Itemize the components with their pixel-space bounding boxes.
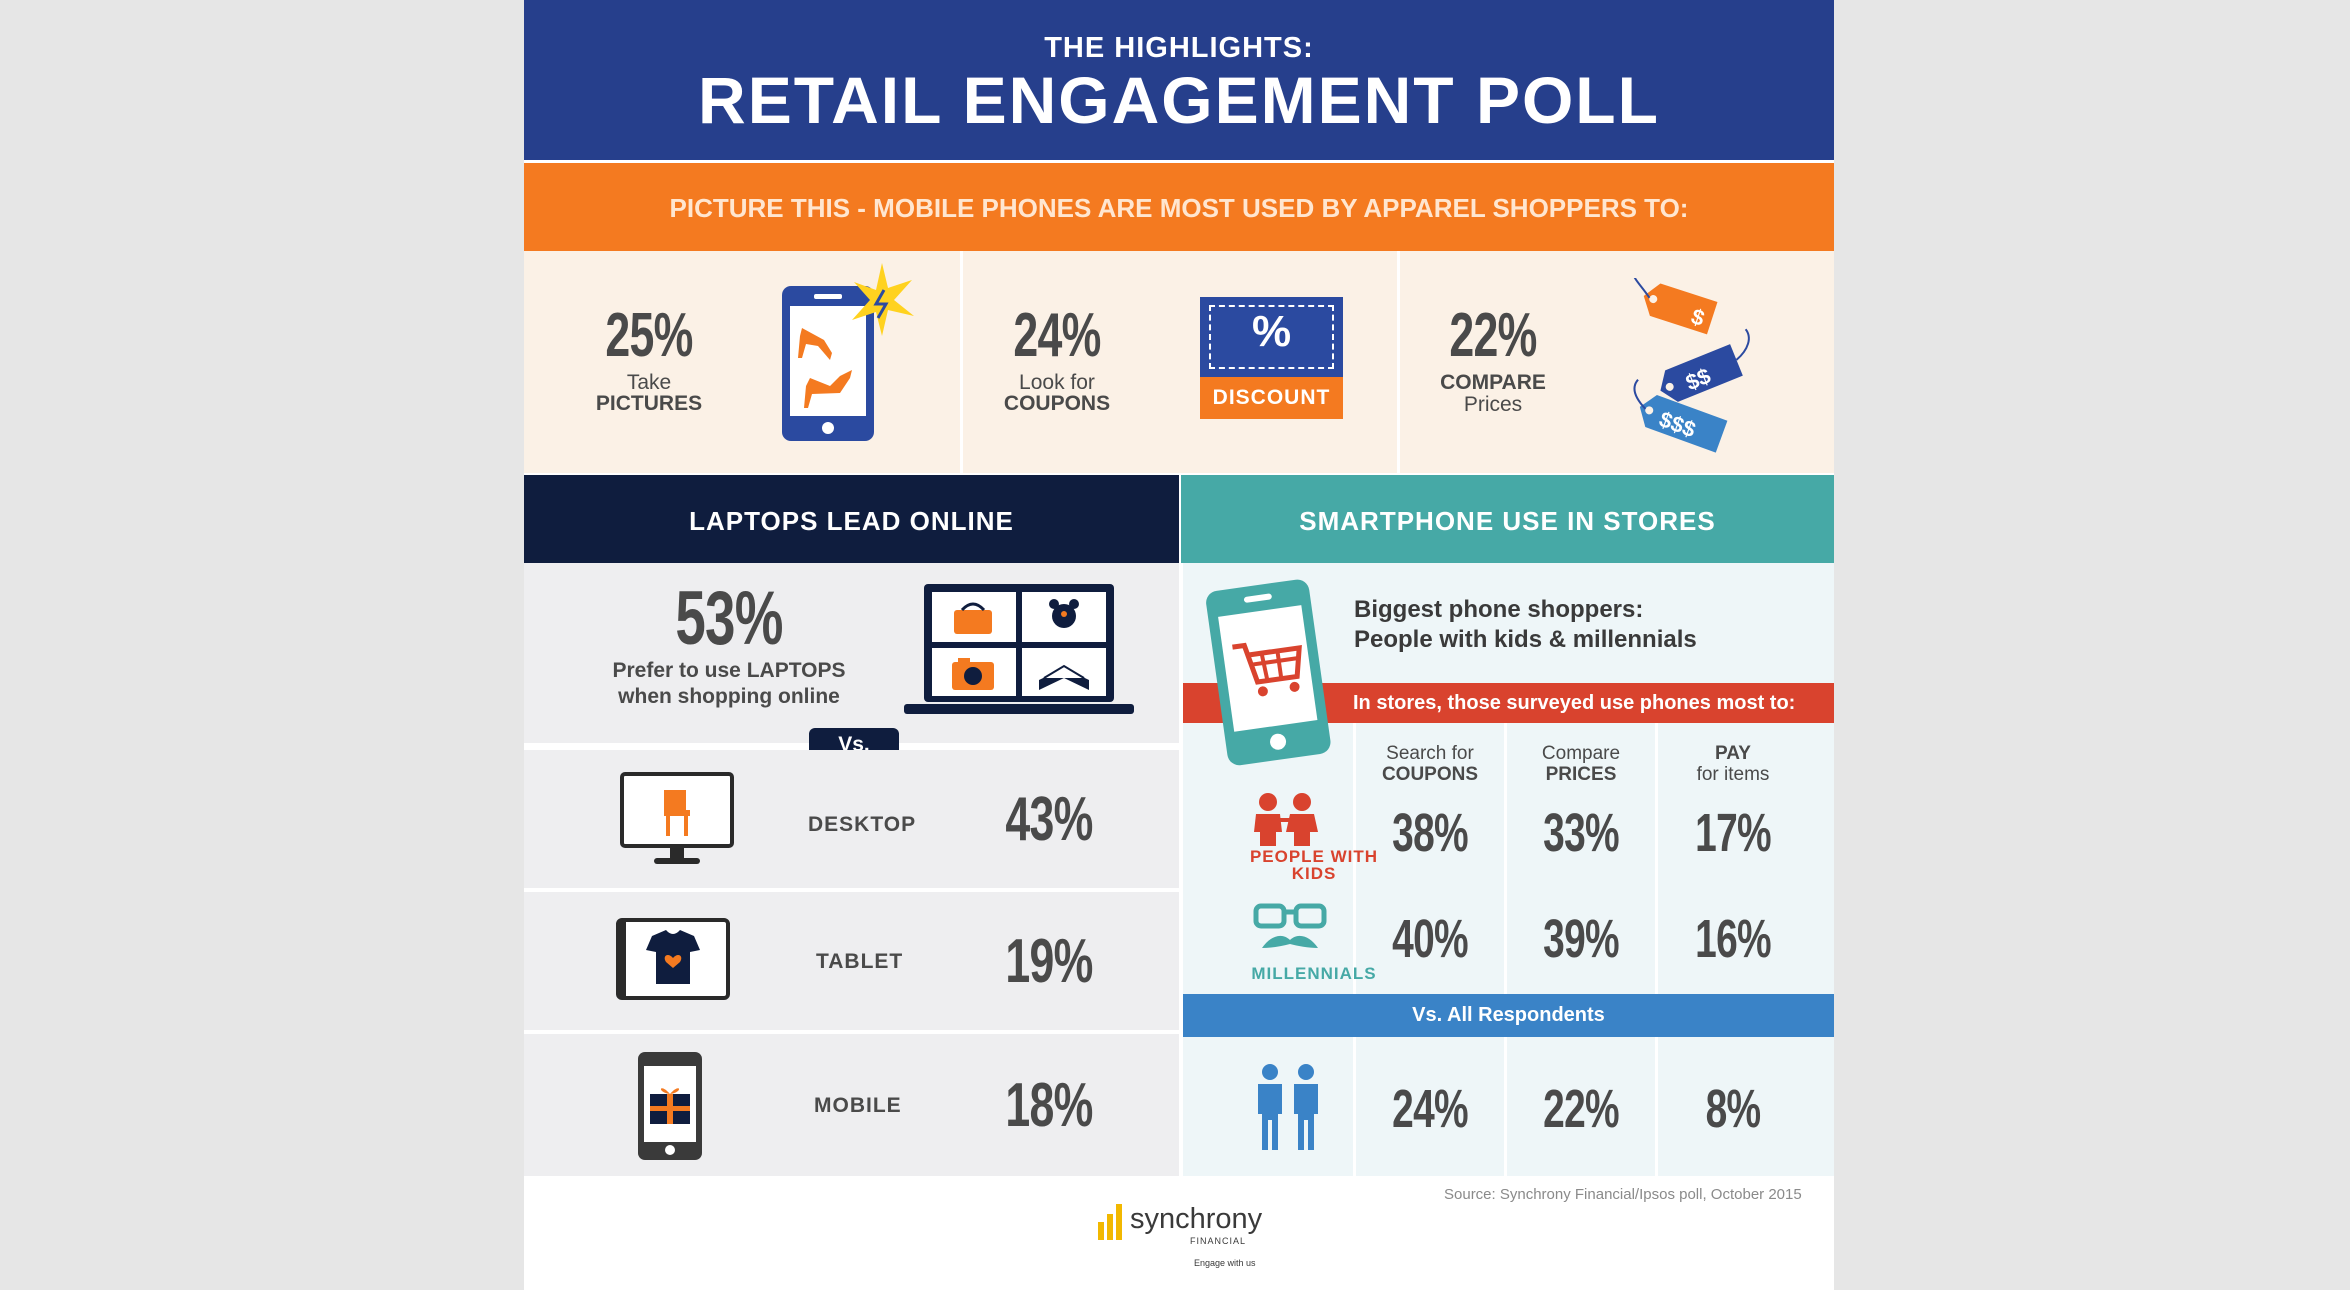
- kids-coupons: 38%: [1392, 803, 1468, 863]
- stat-pictures-line2: PICTURES: [595, 392, 703, 415]
- brand-name: synchrony: [1130, 1203, 1263, 1235]
- header-subtitle: THE HIGHLIGHTS:: [1044, 32, 1314, 64]
- laptops-line1: Prefer to use LAPTOPS: [612, 659, 846, 682]
- tablet-icon: [616, 918, 730, 1000]
- all-coupons: 24%: [1392, 1079, 1468, 1139]
- shopping-cart-phone-icon: [1206, 579, 1331, 766]
- all-pay: 8%: [1705, 1079, 1761, 1139]
- divider: [1504, 1037, 1507, 1176]
- mobile-banner: [524, 163, 1834, 251]
- col-pay-line1: PAY: [1715, 743, 1751, 764]
- mobile-phone-icon: [638, 1052, 702, 1160]
- divider: [1353, 1037, 1356, 1176]
- stat-coupons-line2: COUPONS: [1003, 392, 1111, 415]
- mobile-stats-row: [524, 251, 1834, 473]
- stat-pictures-line1: Take: [626, 371, 672, 394]
- col-coupons-line1: Search for: [1386, 743, 1474, 764]
- desktop-label: DESKTOP: [808, 813, 917, 836]
- laptops-percent: 53%: [675, 576, 783, 661]
- device-row-mobile: [524, 1034, 1179, 1176]
- tablet-percent: 19%: [1005, 927, 1093, 996]
- mobile-label: MOBILE: [814, 1094, 902, 1117]
- col-prices-line1: Compare: [1541, 743, 1621, 764]
- divider: [1504, 723, 1507, 994]
- all-respondents-text: Vs. All Respondents: [1412, 1004, 1605, 1026]
- usage-band-text: In stores, those surveyed use phones mos…: [1353, 692, 1796, 714]
- discount-coupon-icon: % DISCOUNT: [1200, 297, 1343, 419]
- all-prices: 22%: [1543, 1079, 1619, 1139]
- intro-line1: Biggest phone shoppers:: [1354, 596, 1644, 623]
- brand-sub: FINANCIAL: [1190, 1236, 1247, 1246]
- synchrony-logo-icon: [1098, 1204, 1122, 1240]
- laptops-title: LAPTOPS LEAD ONLINE: [689, 506, 1014, 536]
- all-respondents-row: [1183, 1037, 1834, 1176]
- desktop-percent: 43%: [1005, 785, 1093, 854]
- kids-pay: 17%: [1695, 803, 1771, 863]
- smartphone-title: SMARTPHONE USE IN STORES: [1299, 506, 1716, 536]
- divider: [1397, 251, 1400, 473]
- divider: [960, 251, 963, 473]
- tagline: Engage with us: [1194, 1258, 1256, 1268]
- millennials-coupons: 40%: [1392, 909, 1468, 969]
- mobile-banner-text: PICTURE THIS - MOBILE PHONES ARE MOST US…: [669, 193, 1689, 223]
- col-prices-line2: PRICES: [1545, 764, 1617, 785]
- smartphone-header: [1181, 475, 1834, 563]
- laptops-line2: when shopping online: [618, 685, 840, 708]
- divider: [1655, 723, 1658, 994]
- col-pay-line2: for items: [1696, 764, 1770, 785]
- mobile-percent: 18%: [1005, 1071, 1093, 1140]
- kids-label-line2: KIDS: [1291, 864, 1337, 883]
- coupon-text: DISCOUNT: [1212, 386, 1331, 409]
- people-icon: [1258, 1064, 1318, 1150]
- kids-icon: [1254, 793, 1318, 846]
- col-coupons-line2: COUPONS: [1381, 764, 1479, 785]
- all-respondents-band: [1183, 994, 1834, 1037]
- header-banner: [524, 0, 1834, 160]
- laptops-header: [524, 475, 1179, 563]
- divider: [1353, 723, 1356, 994]
- glasses-mustache-icon: [1253, 903, 1327, 948]
- divider: [1655, 1037, 1658, 1176]
- kids-label-line1: PEOPLE WITH: [1249, 847, 1379, 866]
- tablet-label: TABLET: [816, 950, 904, 973]
- millennials-label: MILLENNIALS: [1251, 964, 1377, 983]
- stat-coupons-line1: Look for: [1019, 371, 1095, 394]
- intro-line2: People with kids & millennials: [1354, 626, 1697, 653]
- stat-pictures-percent: 25%: [605, 301, 693, 370]
- stat-coupons-percent: 24%: [1013, 301, 1101, 370]
- desktop-monitor-icon: [620, 772, 734, 864]
- stat-prices-percent: 22%: [1449, 301, 1537, 370]
- millennials-pay: 16%: [1695, 909, 1771, 969]
- phone-camera-icon: [782, 263, 914, 441]
- laptop-icon: [904, 584, 1134, 714]
- source-note: Source: Synchrony Financial/Ipsos poll, …: [1444, 1186, 1802, 1203]
- kids-prices: 33%: [1543, 803, 1619, 863]
- stat-prices-line2: Prices: [1463, 393, 1523, 416]
- infographic: THE HIGHLIGHTS: RETAIL ENGAGEMENT POLL P…: [524, 0, 1834, 1290]
- millennials-prices: 39%: [1543, 909, 1619, 969]
- stat-prices-line1: COMPARE: [1440, 371, 1546, 394]
- header-title: RETAIL ENGAGEMENT POLL: [698, 63, 1660, 137]
- price-tags-icon: $ $$ $$$: [1632, 278, 1750, 453]
- smartphone-table: [1183, 723, 1834, 994]
- coupon-symbol: %: [1251, 307, 1292, 356]
